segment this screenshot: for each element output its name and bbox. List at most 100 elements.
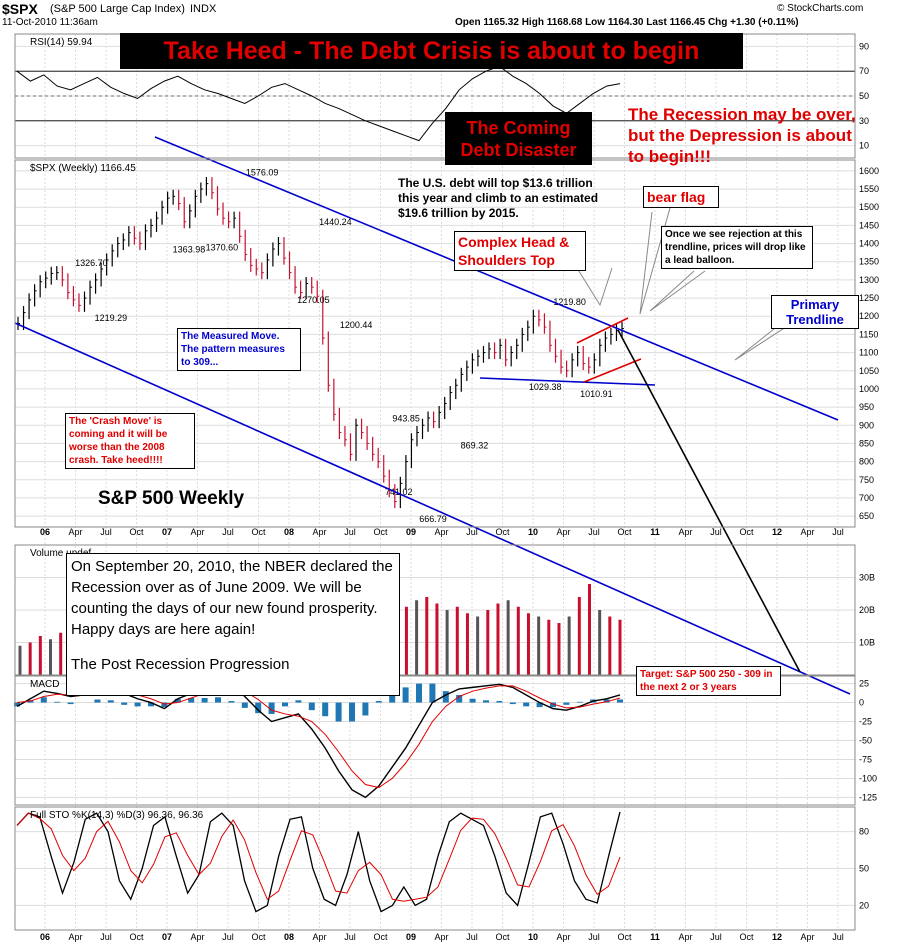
rsi-line [16, 65, 621, 142]
volume-bar [526, 613, 530, 675]
rsi-panel-label: RSI(14) 59.94 [30, 37, 93, 48]
price-tick-label: 750 [859, 475, 874, 485]
volume-bar [506, 600, 510, 675]
volume-bar [587, 584, 591, 675]
crash-move-note: The 'Crash Move' is coming and it will b… [65, 413, 195, 469]
price-point-label: 741.02 [385, 487, 413, 497]
price-tick-label: 1250 [859, 293, 879, 303]
stochastic-panel [16, 811, 621, 913]
sto-frame [14, 806, 856, 931]
macd-tick-label: -50 [859, 736, 872, 746]
price-tick-label: 1550 [859, 184, 879, 194]
x-tick-label: Jul [222, 527, 234, 537]
nber-note: On September 20, 2010, the NBER declared… [66, 553, 400, 696]
projection-line [617, 329, 801, 673]
price-tick-label: 1350 [859, 257, 879, 267]
price-point-label: 1200.44 [340, 320, 373, 330]
x-tick-label: Jul [344, 932, 356, 942]
price-point-label: 666.79 [419, 514, 447, 524]
price-tick-label: 800 [859, 457, 874, 467]
x-tick-label: Jul [710, 527, 722, 537]
x-tick-label: Apr [434, 527, 448, 537]
volume-bar [557, 623, 561, 675]
x-tick-label: Apr [556, 527, 570, 537]
rsi-tick-label: 30 [859, 116, 869, 126]
x-tick-label: Oct [129, 932, 144, 942]
x-tick-label: Jul [832, 932, 844, 942]
macd-panel-label: MACD [30, 679, 59, 690]
head-shoulders-label: Complex Head & Shoulders Top [454, 231, 586, 271]
price-point-label: 1326.70 [75, 258, 108, 268]
bear-flag-label: bear flag [643, 186, 719, 208]
x-tick-label: Apr [556, 932, 570, 942]
x-tick-label: 09 [406, 932, 416, 942]
macd-tick-label: -100 [859, 773, 877, 783]
macd-histogram-bar [148, 702, 154, 707]
macd-histogram-bar [255, 702, 262, 714]
x-tick-label: 08 [284, 932, 294, 942]
price-point-label: 1010.91 [580, 389, 613, 399]
x-tick-label: Apr [434, 932, 448, 942]
macd-histogram-bar [228, 701, 235, 703]
volume-bar [598, 610, 602, 675]
price-point-label: 1219.80 [553, 297, 586, 307]
volume-bar [59, 632, 63, 675]
vol-tick-label: 10B [859, 638, 875, 648]
timestamp: 11-Oct-2010 11:36am [2, 17, 98, 28]
rsi-tick-label: 90 [859, 41, 869, 51]
price-tick-label: 1400 [859, 239, 879, 249]
x-tick-label: 10 [528, 932, 538, 942]
x-tick-label: Oct [739, 527, 754, 537]
macd-frame [14, 675, 856, 806]
x-tick-label: Apr [190, 527, 204, 537]
macd-histogram-bar [375, 701, 382, 703]
macd-histogram-bar [416, 683, 422, 703]
price-point-label: 1576.09 [246, 168, 279, 178]
volume-bar [18, 645, 22, 675]
x-tick-label: 07 [162, 932, 172, 942]
volume-bar [577, 597, 581, 675]
sto-tick-label: 20 [859, 900, 869, 910]
volume-bar [455, 606, 459, 675]
x-tick-label: 06 [40, 527, 50, 537]
x-tick-label: Apr [678, 932, 692, 942]
macd-histogram-bar [335, 702, 342, 722]
x-tick-label: 07 [162, 527, 172, 537]
x-tick-label: Oct [495, 932, 510, 942]
lower-channel-line [14, 322, 851, 695]
price-tick-label: 1000 [859, 384, 879, 394]
price-tick-label: 1150 [859, 329, 878, 339]
macd-tick-label: -25 [859, 717, 872, 727]
sto-tick-label: 50 [859, 864, 869, 874]
exchange: INDX [190, 3, 217, 15]
bear-flag-pointer [639, 207, 671, 315]
sto-panel-label: Full STO %K(14,3) %D(3) 96.36, 96.36 [30, 810, 204, 821]
price-tick-label: 1600 [859, 166, 879, 176]
volume-bar [608, 616, 612, 675]
x-tick-label: 08 [284, 527, 294, 537]
macd-histogram-bar [107, 700, 114, 703]
price-tick-label: 1300 [859, 275, 879, 285]
vol-tick-label: 30B [859, 573, 875, 583]
macd-histogram-bar [576, 701, 583, 703]
macd-signal-line [16, 685, 621, 789]
x-tick-label: 06 [40, 932, 50, 942]
macd-histogram-bar [456, 694, 463, 703]
nber-text: On September 20, 2010, the NBER declared… [71, 558, 393, 638]
hs-pointer [576, 267, 613, 307]
x-tick-label: Jul [588, 527, 600, 537]
upper-channel-line [154, 136, 839, 421]
x-tick-label: Oct [251, 527, 266, 537]
x-tick-label: 12 [772, 932, 782, 942]
volume-bar [404, 606, 408, 675]
price-tick-label: 650 [859, 511, 874, 521]
bear-flag-lower [583, 358, 642, 383]
rejection-pointer [649, 270, 706, 312]
price-point-label: 1029.38 [529, 382, 562, 392]
index-name: (S&P 500 Large Cap Index) [50, 3, 185, 15]
x-tick-label: Apr [312, 527, 326, 537]
macd-histogram-bar [134, 702, 141, 707]
volume-bar [486, 610, 490, 675]
macd-histogram-bar [429, 683, 436, 703]
